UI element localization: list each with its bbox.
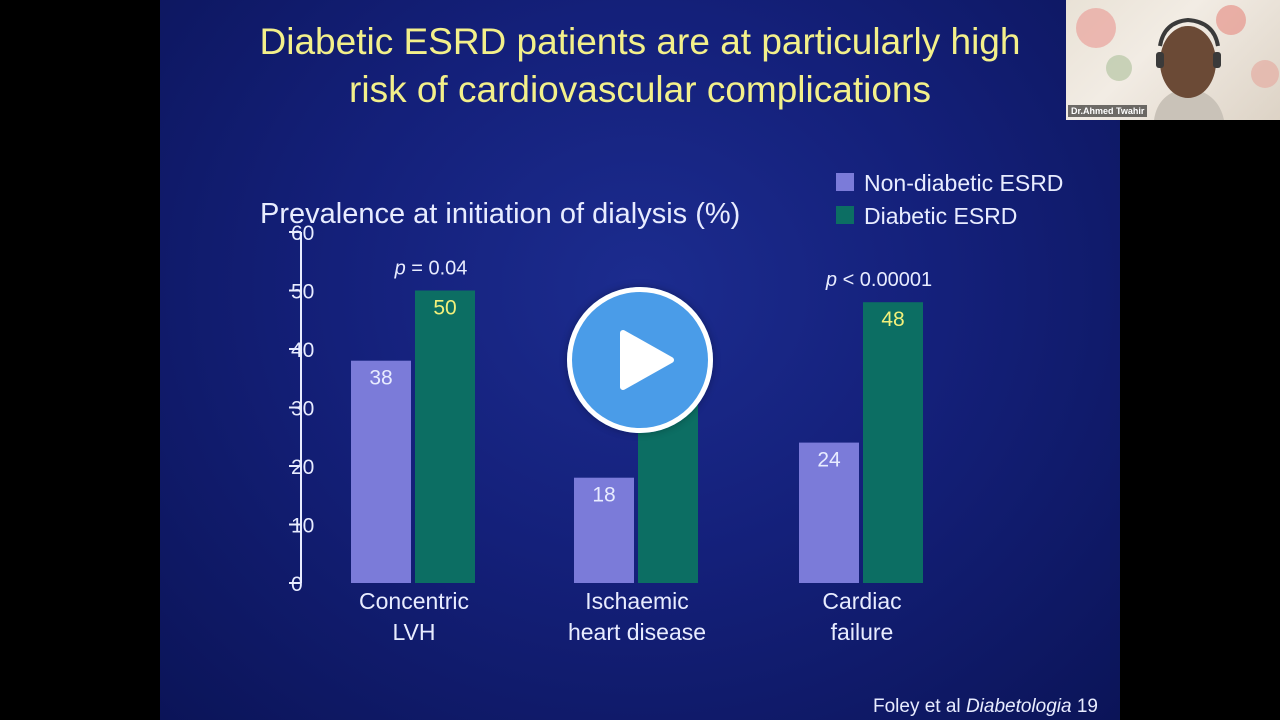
bar-non-diabetic bbox=[351, 360, 411, 583]
category-label: LVH bbox=[392, 619, 435, 645]
p-symbol: p bbox=[825, 269, 837, 291]
citation-authors: Foley et al bbox=[873, 696, 966, 717]
y-tick-label: 20 bbox=[291, 456, 314, 479]
wallpaper-flower bbox=[1106, 55, 1132, 81]
p-value-annotation: p < 0.00001 bbox=[825, 269, 932, 291]
y-tick-label: 30 bbox=[291, 398, 314, 421]
y-tick-label: 60 bbox=[291, 222, 314, 245]
wallpaper-flower bbox=[1076, 8, 1116, 48]
slide-title-line-1: Diabetic ESRD patients are at particular… bbox=[259, 21, 1021, 62]
wallpaper-flower bbox=[1216, 5, 1246, 35]
webcam-overlay: Dr.Ahmed Twahir bbox=[1066, 0, 1280, 120]
citation-year: 19 bbox=[1071, 696, 1098, 717]
bar-value-label: 18 bbox=[592, 484, 615, 507]
play-button[interactable] bbox=[567, 287, 713, 433]
category-label: Cardiac bbox=[822, 588, 901, 614]
bar-non-diabetic bbox=[799, 442, 859, 583]
p-value: = 0.04 bbox=[406, 258, 468, 280]
category-label: Ischaemic bbox=[585, 588, 689, 614]
p-value-annotation: p = 0.04 bbox=[394, 258, 468, 280]
bar-non-diabetic bbox=[574, 477, 634, 583]
bar-diabetic bbox=[863, 302, 923, 583]
bar-value-label: 48 bbox=[881, 308, 904, 331]
presentation-slide: Diabetic ESRD patients are at particular… bbox=[160, 0, 1120, 720]
bar-value-label: 50 bbox=[433, 297, 456, 320]
legend-swatch bbox=[836, 173, 854, 191]
p-value: < 0.00001 bbox=[837, 269, 932, 291]
category-label: failure bbox=[831, 619, 894, 645]
bar-chart: Prevalence at initiation of dialysis (%)… bbox=[260, 170, 1063, 645]
wallpaper-flower bbox=[1251, 60, 1279, 88]
person-figure bbox=[1154, 17, 1224, 120]
chart-title: Prevalence at initiation of dialysis (%) bbox=[260, 198, 740, 230]
category-label: Concentric bbox=[359, 588, 469, 614]
slide-title-line-2: risk of cardiovascular complications bbox=[349, 69, 931, 110]
bar-value-label: 38 bbox=[369, 367, 392, 390]
play-icon bbox=[620, 330, 674, 390]
legend-label: Diabetic ESRD bbox=[864, 203, 1017, 229]
citation-journal: Diabetologia bbox=[965, 696, 1072, 717]
y-tick-label: 40 bbox=[291, 339, 314, 362]
legend-swatch bbox=[836, 206, 854, 224]
slide-title: Diabetic ESRD patients are at particular… bbox=[160, 18, 1120, 114]
category-label: heart disease bbox=[568, 619, 706, 645]
participant-name: Dr.Ahmed Twahir bbox=[1068, 105, 1148, 117]
bar-diabetic bbox=[415, 290, 475, 583]
y-tick-label: 0 bbox=[291, 573, 303, 596]
y-tick-label: 10 bbox=[291, 515, 314, 538]
p-symbol: p bbox=[394, 258, 406, 280]
legend-label: Non-diabetic ESRD bbox=[864, 170, 1063, 196]
bar-value-label: 24 bbox=[817, 449, 841, 472]
citation: Foley et al Diabetologia 19 bbox=[873, 696, 1098, 718]
y-tick-label: 50 bbox=[291, 281, 314, 304]
